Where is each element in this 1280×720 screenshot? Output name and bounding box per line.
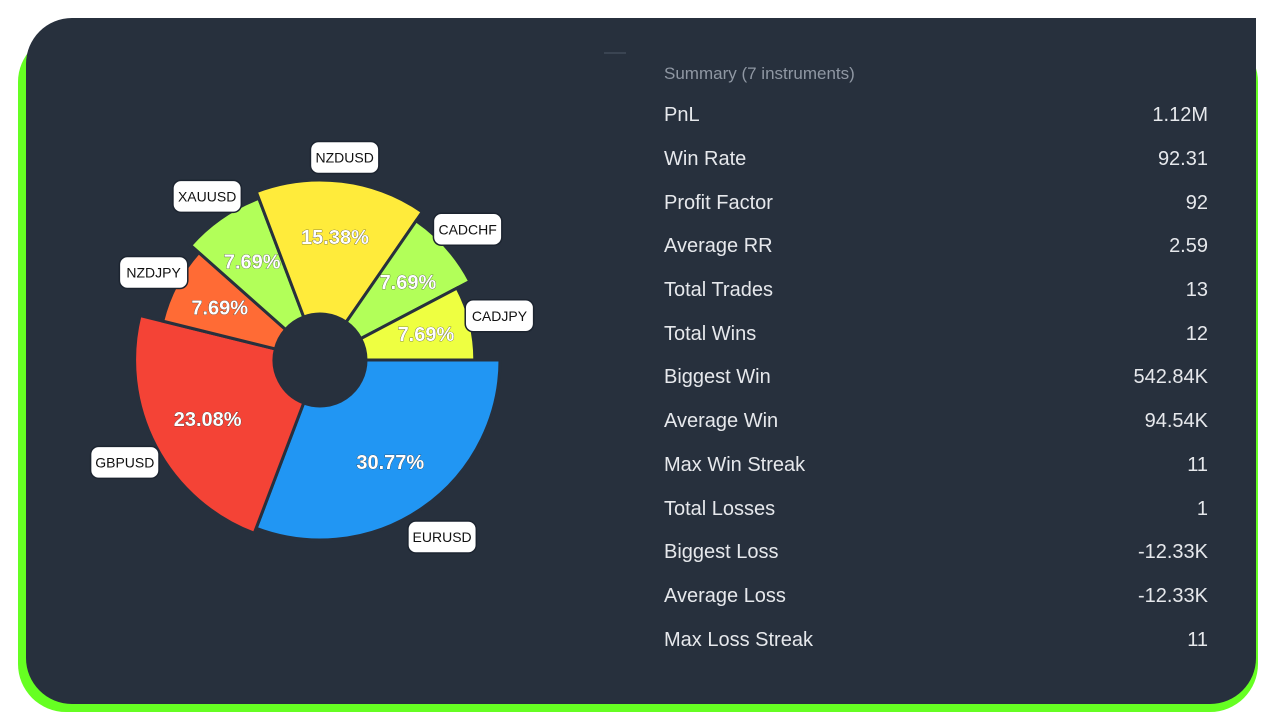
stat-value: 542.84K: [1133, 366, 1208, 389]
slice-name-label: NZDJPY: [118, 255, 189, 290]
slice-name-label: EURUSD: [407, 520, 478, 554]
stat-label: Biggest Loss: [664, 541, 779, 564]
slice-name-label: CADJPY: [464, 299, 535, 333]
slice-name-label: CADCHF: [432, 212, 503, 247]
stat-row-total-trades: Total Trades 13: [664, 269, 1208, 313]
stat-label: Max Win Streak: [664, 453, 806, 476]
stat-row-average-loss: Average Loss -12.33K: [664, 575, 1208, 619]
slice-percent-label: 30.77%: [356, 452, 424, 474]
slice-name-label: GBPUSD: [89, 445, 160, 480]
stat-value: 1.12M: [1152, 104, 1208, 127]
slice-percent-label: 15.38%: [301, 227, 369, 249]
summary-title: Summary (7 instruments): [664, 64, 855, 83]
stat-value: 94.54K: [1144, 410, 1208, 433]
stat-row-total-wins: Total Wins 12: [664, 312, 1208, 356]
stat-label: Total Wins: [664, 322, 757, 345]
pie-slice-gbpusd[interactable]: [133, 313, 306, 536]
divider-mark: [604, 52, 626, 54]
slice-name-label: NZDUSD: [309, 140, 380, 175]
stat-row-max-win-streak: Max Win Streak 11: [664, 444, 1208, 488]
stat-label: Average RR: [664, 235, 773, 258]
instrument-name: EURUSD: [413, 529, 472, 545]
instrument-name: GBPUSD: [95, 454, 154, 470]
stat-value: -12.33K: [1137, 584, 1208, 607]
stat-row-total-losses: Total Losses 1: [664, 487, 1208, 531]
stat-row-average-rr: Average RR 2.59: [664, 225, 1208, 269]
stat-row-max-loss-streak: Max Loss Streak 11: [664, 618, 1208, 662]
summary-stats: PnL 1.12M Win Rate 92.31 Profit Factor 9…: [664, 94, 1208, 662]
stat-value: 11: [1187, 628, 1208, 651]
slice-percent-label: 7.69%: [380, 272, 437, 294]
pie-slice-xauusd[interactable]: [188, 196, 306, 332]
instrument-name: NZDJPY: [126, 265, 181, 281]
stat-label: Total Trades: [664, 279, 773, 302]
stat-label: Total Losses: [664, 497, 776, 520]
stat-row-win-rate: Win Rate 92.31: [664, 138, 1208, 182]
stat-label: Win Rate: [664, 148, 747, 171]
slice-percent-label: 23.08%: [174, 409, 242, 431]
pie-slice-cadjpy[interactable]: [358, 286, 477, 362]
instrument-name: CADJPY: [472, 308, 528, 324]
instrument-name: CADCHF: [438, 221, 496, 237]
stat-value: 12: [1185, 322, 1208, 345]
slice-name-label: XAUUSD: [172, 179, 243, 214]
stat-label: Max Loss Streak: [664, 628, 813, 651]
stat-label: Average Loss: [664, 584, 786, 607]
stat-value: 11: [1187, 453, 1208, 476]
slice-percent-label: 7.69%: [398, 324, 455, 346]
stat-row-average-win: Average Win 94.54K: [664, 400, 1208, 444]
stat-label: PnL: [664, 104, 700, 127]
pie-slice-nzdjpy[interactable]: [160, 250, 288, 351]
slice-percent-label: 7.69%: [191, 297, 248, 319]
stat-row-pnl: PnL 1.12M: [664, 94, 1208, 138]
stat-value: 13: [1185, 279, 1208, 302]
stat-row-profit-factor: Profit Factor 92: [664, 181, 1208, 225]
instrument-name: XAUUSD: [178, 188, 236, 204]
pie-slice-cadchf[interactable]: [344, 218, 472, 341]
pie-slice-nzdusd[interactable]: [254, 178, 425, 325]
instrument-name: NZDUSD: [315, 149, 373, 165]
stat-label: Profit Factor: [664, 191, 773, 214]
stat-value: 92.31: [1157, 148, 1208, 171]
stat-label: Average Win: [664, 410, 779, 433]
stat-value: -12.33K: [1137, 541, 1208, 564]
slice-percent-label: 7.69%: [224, 252, 281, 274]
stat-value: 2.59: [1169, 235, 1208, 258]
stat-value: 1: [1196, 497, 1208, 520]
pie-slice-eurusd[interactable]: [254, 358, 502, 542]
stat-row-biggest-loss: Biggest Loss -12.33K: [664, 531, 1208, 575]
instrument-pie-chart: 30.77% 23.08% 7.69% 7.69% 15.38% 7.69% 7.69% EU…: [89, 140, 535, 554]
stat-value: 92: [1185, 191, 1208, 214]
stat-label: Biggest Win: [664, 366, 771, 389]
stat-row-biggest-win: Biggest Win 542.84K: [664, 356, 1208, 400]
